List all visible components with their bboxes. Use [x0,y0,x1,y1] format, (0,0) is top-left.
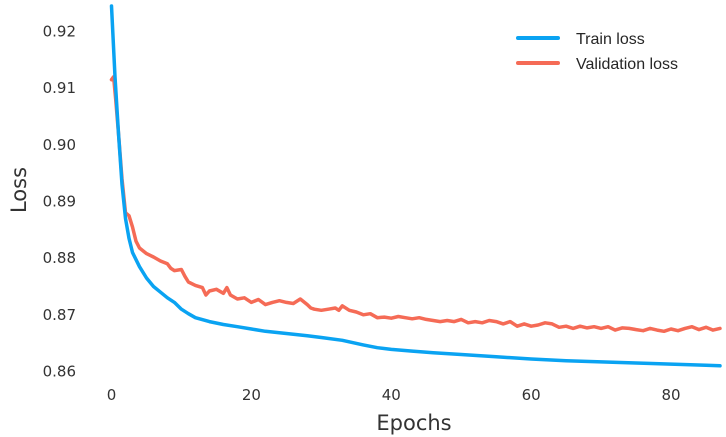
x-tick-label: 0 [107,386,117,404]
y-tick-label: 0.88 [43,249,76,267]
series-layer [109,4,722,368]
validation-loss-line [109,75,722,334]
y-tick-label: 0.87 [43,306,76,324]
legend-label-train: Train loss [576,31,645,48]
x-axis-ticks: 0 20 40 60 80 [107,386,681,404]
legend: Train loss Validation loss [516,31,678,73]
y-axis-ticks: 0.86 0.87 0.88 0.89 0.90 0.91 0.92 [43,23,76,381]
y-tick-label: 0.86 [43,363,76,381]
x-tick-label: 80 [661,386,680,404]
y-tick-label: 0.91 [43,79,76,97]
y-tick-label: 0.90 [43,136,76,154]
train-loss-line [109,4,722,368]
x-tick-label: 20 [242,386,261,404]
x-axis-label: Epochs [376,411,451,435]
y-tick-label: 0.92 [43,23,76,41]
legend-label-validation: Validation loss [576,56,678,73]
y-tick-label: 0.89 [43,193,76,211]
x-tick-label: 60 [522,386,541,404]
y-axis-label: Loss [7,167,31,213]
x-tick-label: 40 [382,386,401,404]
